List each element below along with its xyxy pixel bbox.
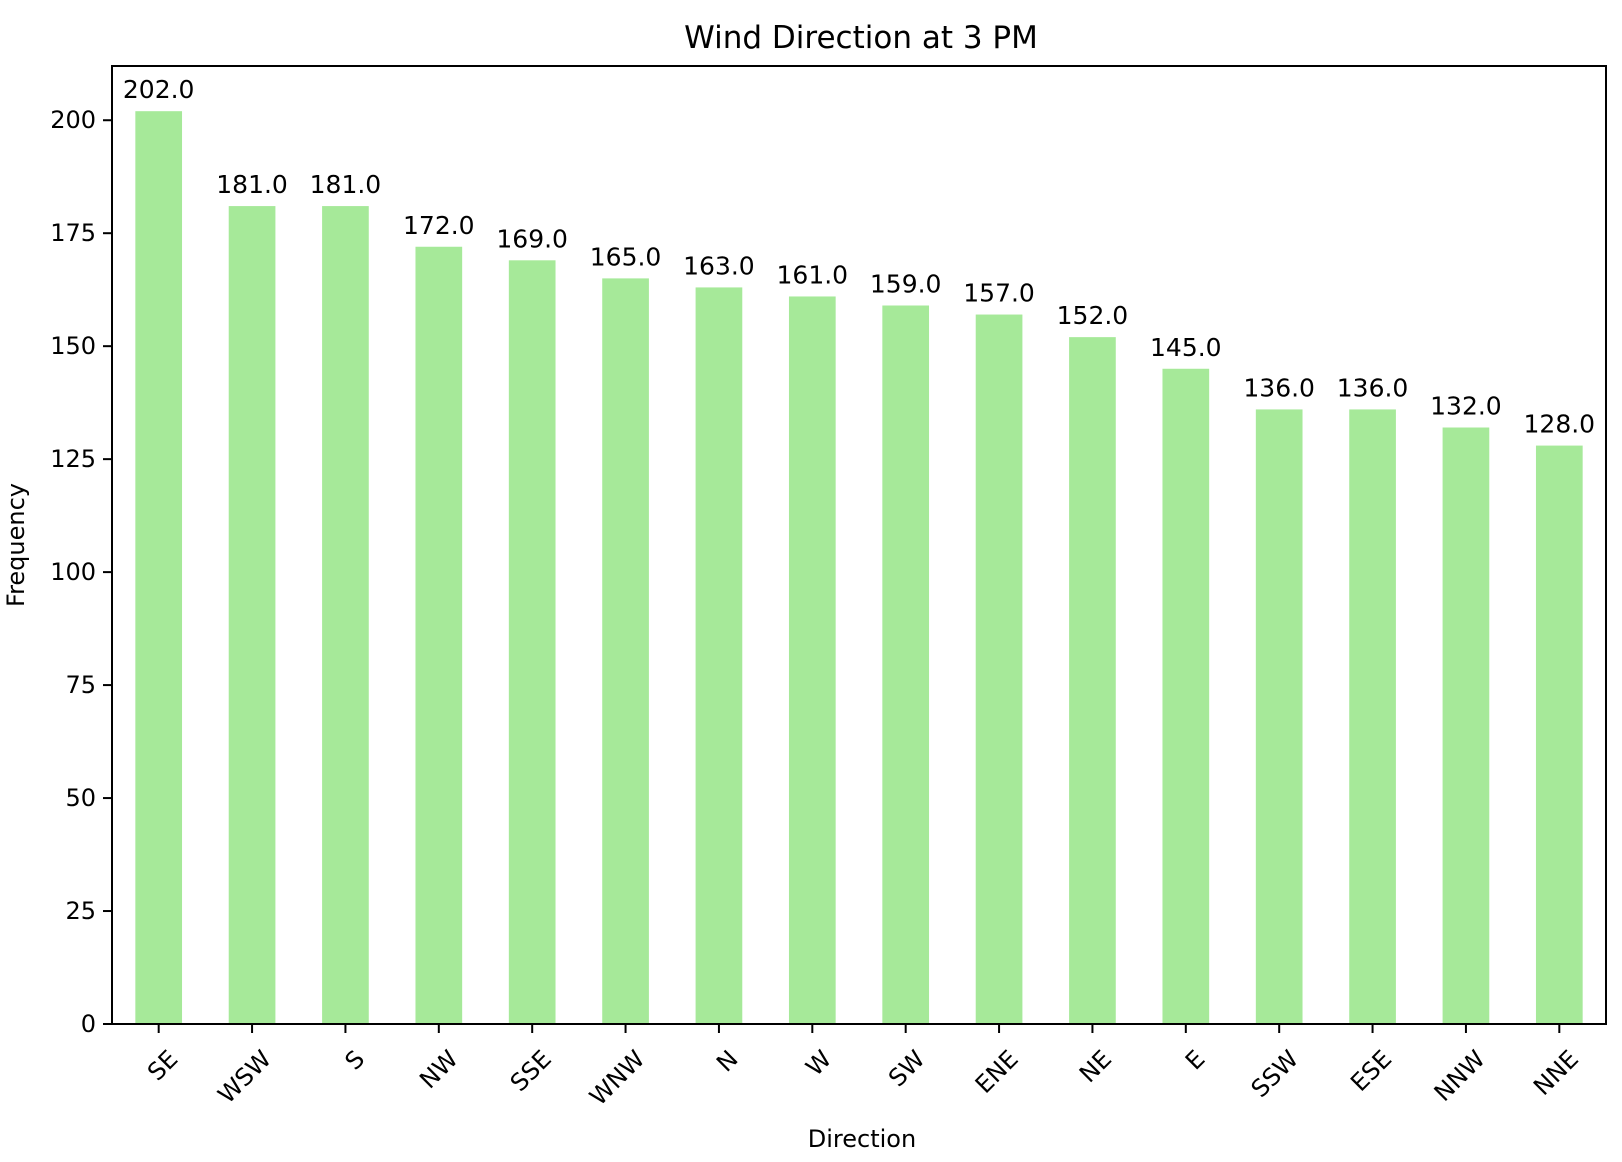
x-tick-label-wsw: WSW — [213, 1045, 277, 1109]
x-tick-label-ssw: SSW — [1246, 1045, 1304, 1103]
bar-value-label-sw: 159.0 — [870, 270, 942, 299]
y-tick-label: 50 — [65, 784, 96, 812]
bar-wnw — [602, 278, 649, 1024]
y-tick-label: 200 — [50, 106, 96, 134]
bar-s — [322, 206, 369, 1024]
y-tick-label: 75 — [65, 671, 96, 699]
bar-value-label-ene: 157.0 — [963, 279, 1035, 308]
plot-frame — [111, 65, 1607, 1025]
bar-wsw — [228, 206, 276, 1024]
bar-nw — [415, 246, 463, 1024]
x-tick-label-se: SE — [142, 1045, 183, 1086]
x-axis: SE WSW S NW SSE WNW N W SW ENE NE E SSW ESE NNW NNE — [142, 1024, 1584, 1111]
bar-sw — [882, 305, 930, 1024]
bar-ene — [975, 314, 1023, 1024]
bar-value-label-nnw: 132.0 — [1430, 392, 1502, 421]
x-tick-label-s: S — [340, 1045, 371, 1076]
bar-value-label-nw: 172.0 — [403, 211, 475, 240]
bar-ne — [1069, 337, 1116, 1024]
y-tick-label: 125 — [50, 445, 96, 473]
bar-nne — [1535, 445, 1583, 1025]
x-tick-label-ne: NE — [1074, 1045, 1117, 1088]
bar-value-label-ne: 152.0 — [1057, 301, 1129, 330]
bar-sse — [508, 260, 556, 1024]
x-tick-label-nne: NNE — [1528, 1045, 1584, 1101]
y-tick-label: 175 — [50, 219, 96, 247]
bar-value-label-sse: 169.0 — [496, 224, 568, 253]
bar-se — [135, 111, 183, 1024]
y-tick-label: 150 — [50, 332, 96, 360]
bar-n — [695, 287, 743, 1024]
x-tick-label-ene: ENE — [970, 1045, 1024, 1099]
bar-value-label-w: 161.0 — [777, 260, 849, 289]
bar-w — [788, 296, 836, 1025]
bar-value-label-se: 202.0 — [123, 75, 195, 104]
x-tick-label-ese: ESE — [1345, 1045, 1397, 1097]
y-tick-label: 25 — [65, 897, 96, 925]
bar-value-label-n: 163.0 — [683, 251, 755, 280]
x-axis-title: Direction — [808, 1125, 916, 1153]
x-tick-label-wnw: WNW — [584, 1045, 650, 1111]
bar-value-label-wnw: 165.0 — [590, 242, 662, 271]
y-axis-title: Frequency — [2, 483, 30, 607]
bar-value-label-nne: 128.0 — [1524, 410, 1596, 439]
y-tick-label: 0 — [81, 1010, 96, 1038]
bar-nnw — [1442, 427, 1490, 1024]
x-tick-label-sw: SW — [883, 1045, 930, 1092]
x-tick-label-w: W — [800, 1045, 837, 1082]
bar-value-label-s: 181.0 — [310, 170, 382, 199]
bars-layer: 202.0 181.0 181.0 172.0 169.0 165.0 163.0 161.0… — [123, 75, 1596, 1025]
bar-value-label-ese: 136.0 — [1337, 373, 1409, 402]
bar-ese — [1349, 409, 1396, 1024]
bar-value-label-wsw: 181.0 — [216, 170, 288, 199]
bar-e — [1162, 368, 1210, 1024]
bar-value-label-e: 145.0 — [1150, 333, 1222, 362]
bar-ssw — [1255, 409, 1303, 1024]
chart-title: Wind Direction at 3 PM — [684, 20, 1038, 56]
x-tick-label-nnw: NNW — [1429, 1045, 1491, 1107]
x-tick-label-e: E — [1180, 1045, 1211, 1076]
x-tick-label-sse: SSE — [505, 1045, 557, 1097]
x-tick-label-n: N — [711, 1045, 743, 1077]
y-axis: 0 25 50 75 100 125 150 175 200 — [50, 106, 112, 1038]
x-tick-label-nw: NW — [414, 1045, 463, 1094]
y-tick-label: 100 — [50, 558, 96, 586]
bar-value-label-ssw: 136.0 — [1243, 373, 1315, 402]
